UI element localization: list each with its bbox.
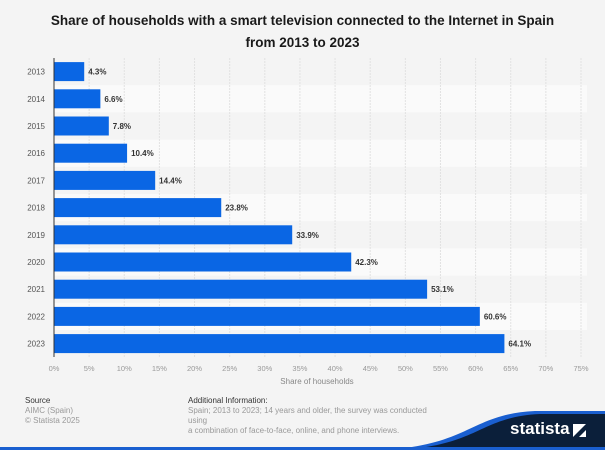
value-label: 64.1% <box>508 340 531 349</box>
statista-logo-icon <box>573 424 586 437</box>
bar-2022[interactable] <box>54 306 480 326</box>
category-label: 2018 <box>27 204 45 213</box>
value-label: 33.9% <box>296 231 319 240</box>
category-label: 2017 <box>27 176 45 185</box>
category-label: 2021 <box>27 285 45 294</box>
chart-title: Share of households with a smart televis… <box>0 10 605 54</box>
bar-2017[interactable] <box>54 170 156 190</box>
value-label: 53.1% <box>431 285 454 294</box>
row-band <box>54 139 587 167</box>
value-label: 4.3% <box>88 68 106 77</box>
x-tick-label: 15% <box>152 364 167 373</box>
bars <box>54 62 505 354</box>
category-label: 2022 <box>27 312 45 321</box>
x-tick-label: 45% <box>363 364 378 373</box>
x-tick-label: 20% <box>187 364 202 373</box>
x-tick-label: 25% <box>222 364 237 373</box>
x-tick-label: 65% <box>503 364 518 373</box>
category-label: 2023 <box>27 340 45 349</box>
category-label: 2015 <box>27 122 45 131</box>
value-label: 23.8% <box>225 204 248 213</box>
x-tick-labels: 0% 5% 10% 15% 20% 25% 30% 35% 40% 45% 50% 55% 60% 65%… <box>49 364 589 373</box>
bar-2018[interactable] <box>54 198 222 218</box>
value-label: 42.3% <box>355 258 378 267</box>
bar-2023[interactable] <box>54 334 505 354</box>
info-heading: Additional Information: <box>188 396 268 405</box>
value-labels: 4.3% 6.6% 7.8% 10.4% 14.4% 23.8% 33.9% 42.3% 53.… <box>88 68 531 349</box>
row-band <box>54 85 587 113</box>
x-tick-label: 5% <box>84 364 95 373</box>
bar-2020[interactable] <box>54 252 352 272</box>
x-tick-label: 60% <box>468 364 483 373</box>
bar-2019[interactable] <box>54 225 293 245</box>
x-tick-label: 55% <box>433 364 448 373</box>
value-label: 6.6% <box>104 95 122 104</box>
bottom-accent-line <box>0 447 605 450</box>
additional-info-block: Additional Information: Spain; 2013 to 2… <box>188 396 448 436</box>
x-tick-label: 35% <box>292 364 307 373</box>
value-label: 14.4% <box>159 176 182 185</box>
bar-2013[interactable] <box>54 62 85 82</box>
category-labels: 2013 2014 2015 2016 2017 2018 2019 2020 2021 2022… <box>27 68 45 349</box>
x-tick-label: 40% <box>328 364 343 373</box>
value-label: 10.4% <box>131 149 154 158</box>
title-line-1: Share of households with a smart televis… <box>50 13 555 28</box>
x-axis-label: Share of households <box>280 377 353 386</box>
copyright: © Statista 2025 <box>25 416 80 425</box>
category-label: 2019 <box>27 231 45 240</box>
value-label: 60.6% <box>484 312 507 321</box>
x-tick-label: 70% <box>538 364 553 373</box>
category-label: 2014 <box>27 95 45 104</box>
source-heading: Source <box>25 396 51 405</box>
x-tick-label: 75% <box>573 364 588 373</box>
category-label: 2013 <box>27 68 45 77</box>
value-label: 7.8% <box>113 122 131 131</box>
statista-logo-text[interactable]: statista <box>510 419 570 438</box>
title-line-2: from 2013 to 2023 <box>245 35 360 50</box>
x-tick-label: 0% <box>49 364 60 373</box>
bar-2016[interactable] <box>54 143 128 163</box>
bar-2021[interactable] <box>54 279 428 299</box>
x-tick-label: 10% <box>117 364 132 373</box>
category-label: 2016 <box>27 149 45 158</box>
bar-2015[interactable] <box>54 116 109 136</box>
bar-chart: 4.3% 6.6% 7.8% 10.4% 14.4% 23.8% 33.9% 42.3% 53.… <box>27 58 589 386</box>
x-tick-label: 50% <box>398 364 413 373</box>
category-label: 2020 <box>27 258 45 267</box>
source-name[interactable]: AIMC (Spain) <box>25 406 74 415</box>
bar-2014[interactable] <box>54 89 101 109</box>
banner-dark-shape <box>395 414 605 450</box>
x-tick-label: 30% <box>257 364 272 373</box>
source-block: Source AIMC (Spain) © Statista 2025 <box>25 396 80 426</box>
info-line-1: Spain; 2013 to 2023; 14 years and older,… <box>188 406 427 425</box>
info-line-2: a combination of face-to-face, online, a… <box>188 426 400 435</box>
